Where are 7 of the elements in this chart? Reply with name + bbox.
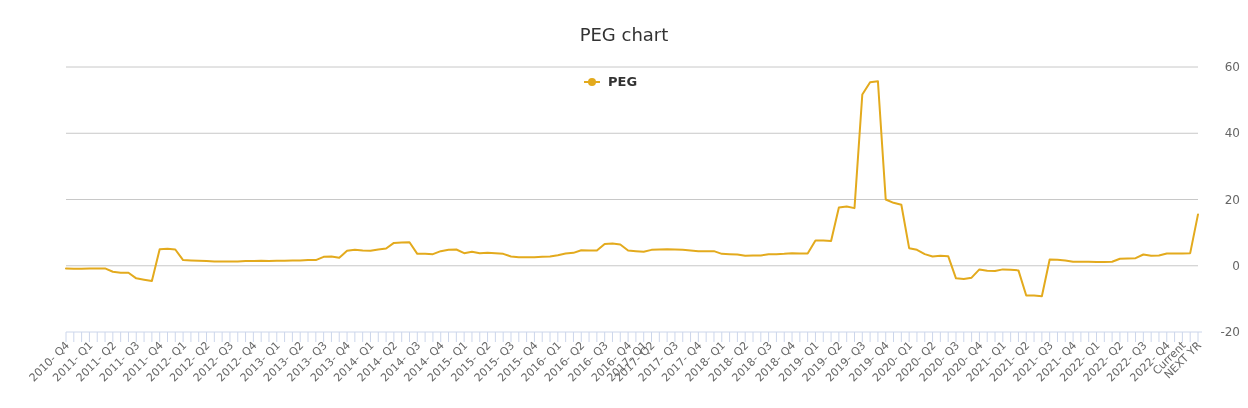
y-tick-label: 60 bbox=[1224, 60, 1240, 75]
y-tick-label: -20 bbox=[1220, 325, 1240, 340]
chart-title: PEG chart bbox=[579, 24, 669, 45]
y-tick-label: 0 bbox=[1232, 258, 1240, 273]
legend-label: PEG bbox=[608, 74, 638, 89]
y-tick-label: 20 bbox=[1224, 192, 1240, 207]
y-tick-label: 40 bbox=[1224, 126, 1240, 141]
